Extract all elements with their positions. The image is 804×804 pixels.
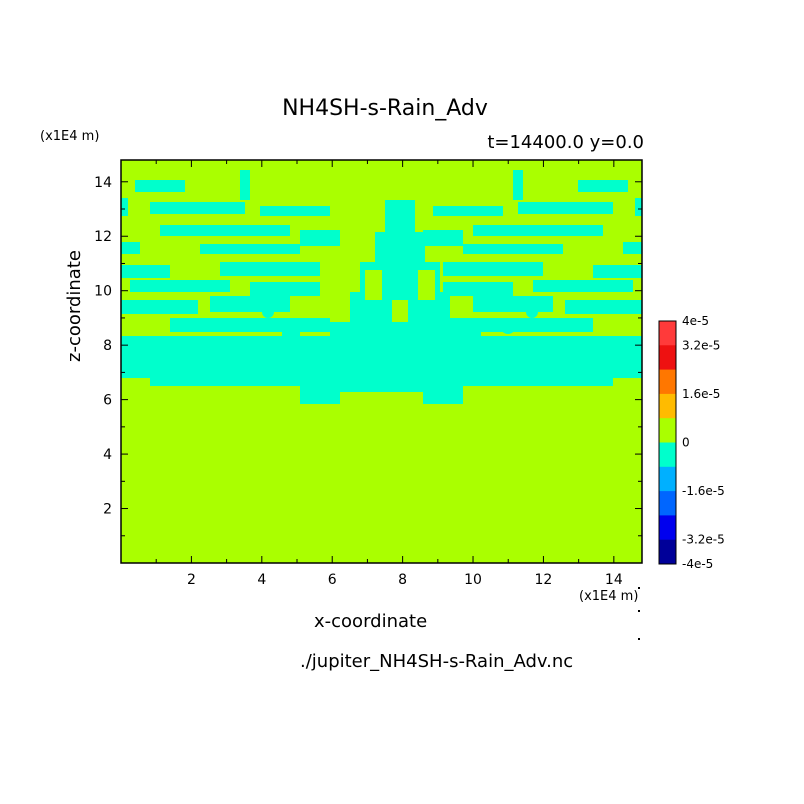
colorbar-label: -1.6e-5 — [682, 484, 725, 498]
negative-region — [210, 296, 290, 312]
chart-title: NH4SH-s-Rain_Adv — [282, 96, 488, 121]
negative-region — [250, 282, 320, 296]
x-tick-label: 10 — [464, 572, 482, 588]
negative-region — [593, 265, 642, 278]
zero-hole — [392, 300, 408, 322]
negative-region — [433, 206, 503, 216]
colorbar-label: 0 — [682, 436, 690, 450]
y-axis-unit: (x1E4 m) — [40, 129, 100, 144]
negative-region — [443, 262, 543, 276]
negative-region — [473, 225, 603, 236]
x-tick-label: 6 — [328, 572, 337, 588]
colorbar-segment — [659, 515, 676, 541]
colorbar-segment — [659, 539, 676, 565]
negative-region — [121, 242, 140, 254]
x-tick-label: 2 — [187, 572, 196, 588]
negative-blob — [500, 318, 516, 334]
colorbar-segment — [659, 369, 676, 395]
colorbar-label: 4e-5 — [682, 314, 709, 328]
x-tick-label: 14 — [605, 572, 623, 588]
negative-region — [443, 282, 513, 296]
y-axis-ticks: 2 4 6 8 10 12 14 — [94, 175, 642, 537]
colorbar-segment — [659, 345, 676, 371]
negative-region — [240, 170, 250, 200]
negative-region — [463, 244, 563, 254]
negative-region — [130, 280, 230, 292]
y-tick-label: 10 — [94, 284, 112, 300]
colorbar-label: 1.6e-5 — [682, 387, 720, 401]
negative-region — [150, 202, 245, 214]
negative-region — [121, 300, 198, 314]
y-tick-label: 12 — [94, 229, 112, 245]
colorbar-segment — [659, 442, 676, 468]
negative-region — [565, 300, 642, 314]
negative-region — [578, 180, 628, 192]
tick-mark-dot — [638, 638, 640, 640]
negative-blob — [526, 306, 538, 318]
x-tick-label: 8 — [398, 572, 407, 588]
colorbar-label: 3.2e-5 — [682, 338, 720, 352]
plot-area: 2 4 6 8 10 12 14 2 4 6 8 10 12 14 — [94, 159, 643, 588]
negative-region — [385, 200, 415, 232]
negative-region — [375, 232, 425, 262]
x-axis-ticks: 2 4 6 8 10 12 14 — [155, 160, 623, 588]
negative-region — [200, 244, 300, 254]
negative-region — [170, 318, 330, 332]
y-tick-label: 2 — [103, 502, 112, 518]
negative-region — [121, 198, 128, 216]
colorbar-segment — [659, 491, 676, 516]
x-tick-label: 12 — [535, 572, 553, 588]
zero-hole — [365, 270, 382, 300]
colorbar-segment — [659, 393, 676, 419]
negative-region — [220, 262, 320, 276]
y-tick-label: 14 — [94, 175, 112, 191]
x-axis-label: x-coordinate — [314, 611, 428, 632]
negative-region — [513, 170, 523, 200]
negative-region — [473, 296, 553, 312]
negative-region — [635, 198, 642, 216]
colorbar-label: -4e-5 — [682, 557, 713, 571]
negative-region — [135, 180, 185, 192]
negative-region — [260, 206, 330, 216]
negative-region — [300, 362, 500, 378]
zero-hole — [418, 270, 435, 300]
negative-region — [300, 230, 340, 246]
plot-frame — [120, 159, 643, 564]
colorbar-frame — [658, 320, 677, 565]
negative-region — [121, 265, 170, 278]
negative-region — [300, 386, 340, 404]
colorbar: 4e-5 3.2e-5 1.6e-5 0 -1.6e-5 -3.2e-5 -4e-5 — [658, 314, 725, 571]
y-tick-label: 4 — [103, 447, 112, 463]
colorbar-label: -3.2e-5 — [682, 533, 725, 547]
negative-region — [623, 242, 642, 254]
chart-subtitle: t=14400.0 y=0.0 — [487, 132, 644, 153]
negative-region — [423, 230, 463, 246]
source-filename: ./jupiter_NH4SH-s-Rain_Adv.nc — [300, 651, 574, 672]
colorbar-segment — [659, 321, 676, 346]
corner-marks — [638, 587, 640, 640]
negative-blob — [284, 318, 300, 334]
y-tick-label: 8 — [103, 338, 112, 354]
negative-regions — [121, 170, 642, 404]
y-tick-label: 6 — [103, 393, 112, 409]
x-tick-label: 4 — [257, 572, 266, 588]
negative-region — [518, 202, 613, 214]
negative-region — [160, 225, 290, 236]
negative-region — [533, 280, 633, 292]
x-axis-unit: (x1E4 m) — [579, 589, 639, 604]
colorbar-segment — [659, 418, 676, 443]
negative-blob — [262, 306, 274, 318]
colorbar-segment — [659, 466, 676, 492]
tick-mark-dot — [638, 610, 640, 612]
tick-mark-dot — [638, 587, 640, 589]
